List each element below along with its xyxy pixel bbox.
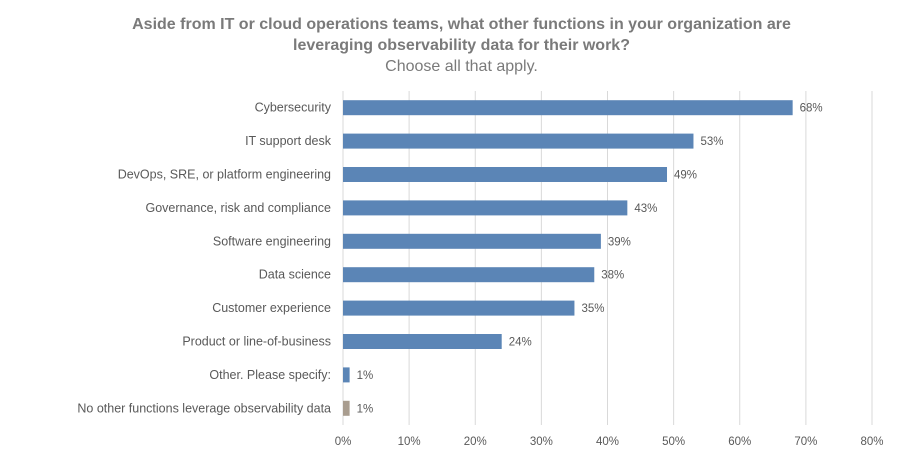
- x-tick-label-30: 30%: [530, 436, 553, 448]
- category-label-2: DevOps, SRE, or platform engineering: [118, 168, 331, 182]
- bar-6: [343, 300, 575, 316]
- value-label-4: 39%: [608, 236, 631, 248]
- bars: [343, 100, 793, 416]
- category-label-7: Product or line-of-business: [182, 335, 331, 349]
- x-tick-label-50: 50%: [662, 436, 685, 448]
- value-label-2: 49%: [674, 170, 697, 182]
- value-label-3: 43%: [634, 203, 657, 215]
- x-tick-label-80: 80%: [860, 436, 883, 448]
- bar-3: [343, 200, 628, 216]
- value-labels: 68% 53% 49% 43% 39% 38% 35% 24% 1% 1%: [357, 103, 823, 416]
- x-tick-label-10: 10%: [398, 436, 421, 448]
- value-label-0: 68%: [800, 103, 823, 115]
- category-label-5: Data science: [259, 268, 331, 282]
- bar-1: [343, 133, 694, 149]
- value-label-7: 24%: [509, 337, 532, 349]
- category-label-4: Software engineering: [213, 234, 331, 248]
- x-tick-label-40: 40%: [596, 436, 619, 448]
- x-tick-label-60: 60%: [728, 436, 751, 448]
- value-label-6: 35%: [581, 303, 604, 315]
- x-axis-tick-labels: 0% 10% 20% 30% 40% 50% 60% 70% 80%: [335, 436, 884, 448]
- category-label-0: Cybersecurity: [255, 101, 332, 115]
- x-tick-label-20: 20%: [464, 436, 487, 448]
- value-label-1: 53%: [700, 136, 723, 148]
- chart-title-line-2: leveraging observability data for their …: [293, 37, 630, 54]
- category-labels: Cybersecurity IT support desk DevOps, SRE,…: [77, 101, 331, 416]
- chart-title-line-1: Aside from IT or cloud operations teams,…: [132, 16, 791, 33]
- value-label-5: 38%: [601, 270, 624, 282]
- category-label-6: Customer experience: [212, 301, 331, 315]
- bar-5: [343, 267, 595, 283]
- category-label-1: IT support desk: [245, 134, 332, 148]
- x-tick-label-0: 0%: [335, 436, 352, 448]
- bar-9: [343, 400, 350, 416]
- value-label-9: 1%: [357, 403, 374, 415]
- bar-4: [343, 233, 601, 249]
- category-label-3: Governance, risk and compliance: [145, 201, 331, 215]
- category-label-8: Other. Please specify:: [209, 368, 331, 382]
- bar-0: [343, 100, 793, 116]
- x-tick-label-70: 70%: [794, 436, 817, 448]
- category-label-9: No other functions leverage observabilit…: [77, 401, 331, 415]
- bar-8: [343, 367, 350, 383]
- value-label-8: 1%: [357, 370, 374, 382]
- bar-7: [343, 334, 502, 349]
- bar-2: [343, 167, 668, 182]
- chart-title-block: Aside from IT or cloud operations teams,…: [0, 14, 923, 78]
- chart-subtitle: Choose all that apply.: [385, 58, 538, 75]
